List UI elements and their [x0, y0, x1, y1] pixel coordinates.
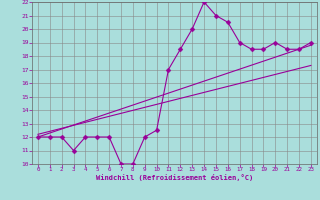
X-axis label: Windchill (Refroidissement éolien,°C): Windchill (Refroidissement éolien,°C) [96, 174, 253, 181]
